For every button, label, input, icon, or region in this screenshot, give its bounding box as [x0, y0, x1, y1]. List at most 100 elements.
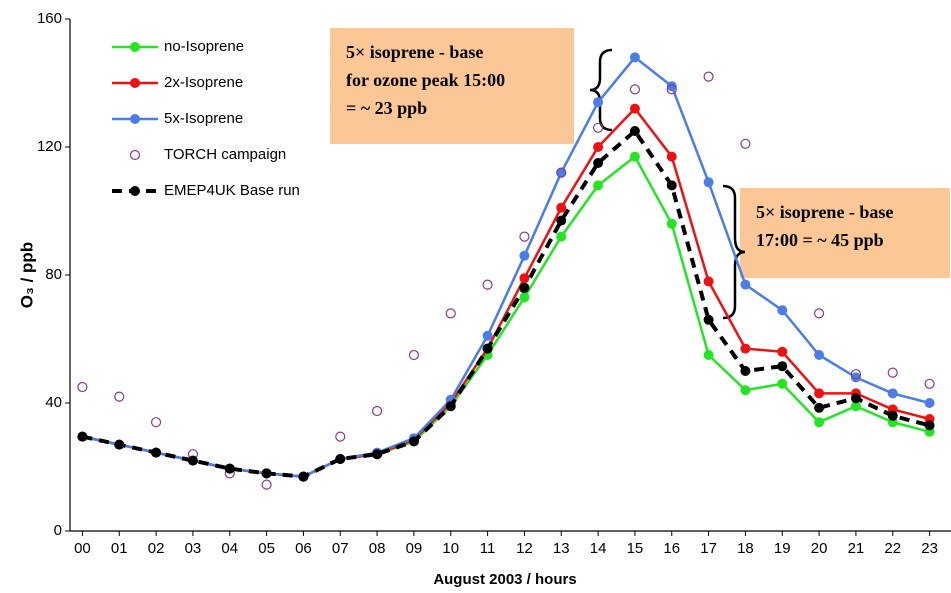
legend-label: EMEP4UK Base run — [164, 182, 300, 199]
data-point — [924, 398, 935, 408]
data-point — [814, 350, 825, 360]
annotation-box — [740, 188, 950, 278]
x-tick-label: 17 — [700, 540, 717, 557]
data-point — [740, 138, 751, 149]
legend-marker — [129, 149, 141, 161]
data-point — [887, 410, 898, 421]
x-tick-label: 08 — [369, 540, 386, 557]
y-tick-label: 120 — [37, 138, 62, 155]
legend-marker — [130, 78, 140, 88]
legend-marker — [130, 42, 140, 52]
data-point — [629, 151, 640, 162]
x-tick-label: 01 — [111, 540, 128, 557]
data-point — [703, 71, 714, 82]
data-point — [556, 215, 567, 226]
annotation-text: 17:00 = ~ 45 ppb — [756, 230, 884, 250]
data-point — [814, 388, 825, 399]
annotation-text: 5× isoprene - base — [346, 42, 483, 62]
y-axis-label: O₃ / ppb — [17, 242, 36, 308]
x-tick-label: 23 — [921, 540, 938, 557]
data-point — [629, 84, 641, 95]
data-point — [850, 372, 861, 383]
data-point — [519, 273, 530, 284]
data-point — [592, 122, 604, 133]
legend-marker — [130, 114, 140, 124]
legend-label: 5x-Isoprene — [164, 110, 243, 127]
annotation-text: = ~ 23 ppb — [346, 98, 427, 118]
x-tick-label: 20 — [811, 540, 828, 557]
data-point — [77, 431, 88, 442]
data-point — [887, 367, 898, 378]
data-point — [740, 385, 751, 396]
data-point — [519, 282, 530, 293]
legend-marker — [130, 186, 140, 196]
data-point — [151, 447, 162, 458]
legend-label: TORCH campaign — [164, 146, 286, 163]
data-point — [593, 142, 604, 152]
data-point — [814, 402, 825, 413]
legend-label: no-Isoprene — [164, 38, 244, 55]
data-point — [556, 202, 567, 213]
data-point — [593, 97, 604, 108]
annotation-text: for ozone peak 15:00 — [346, 70, 505, 90]
data-point — [150, 417, 162, 428]
x-tick-label: 07 — [332, 540, 349, 557]
data-point — [261, 479, 272, 490]
data-point — [850, 401, 861, 412]
data-point — [372, 449, 383, 460]
data-point — [335, 454, 346, 464]
x-tick-label: 05 — [258, 540, 275, 557]
data-point — [666, 218, 677, 229]
annotation-box — [330, 28, 574, 144]
data-point — [261, 468, 272, 479]
y-tick-label: 0 — [54, 522, 62, 539]
x-tick-label: 13 — [553, 540, 570, 557]
data-point — [703, 314, 714, 325]
y-tick-label: 160 — [37, 10, 62, 27]
data-point — [519, 231, 530, 242]
data-point — [777, 378, 788, 389]
data-point — [482, 279, 493, 290]
data-point — [445, 401, 456, 412]
data-point — [556, 231, 567, 242]
data-point — [445, 308, 456, 319]
data-point — [482, 343, 493, 354]
x-tick-label: 11 — [480, 540, 496, 557]
y-tick-label: 80 — [45, 266, 62, 283]
x-tick-label: 21 — [848, 540, 865, 557]
data-point — [408, 349, 420, 361]
data-point — [666, 84, 677, 95]
series-line — [81, 128, 931, 479]
x-tick-label: 12 — [516, 540, 533, 557]
brace — [722, 184, 746, 320]
x-tick-label: 03 — [185, 540, 202, 557]
brace — [589, 48, 613, 132]
data-point — [335, 431, 346, 442]
x-tick-label: 14 — [590, 540, 607, 557]
data-point — [629, 103, 640, 114]
data-point — [519, 292, 530, 303]
data-point — [740, 343, 751, 354]
data-point — [887, 388, 898, 399]
data-point — [703, 177, 714, 188]
data-point — [114, 391, 125, 402]
data-point — [556, 167, 567, 178]
annotation-text: 5× isoprene - base — [756, 202, 893, 222]
data-point — [114, 439, 125, 450]
data-point — [187, 455, 198, 466]
data-point — [77, 381, 88, 393]
data-point — [740, 366, 751, 376]
x-tick-label: 06 — [295, 540, 312, 557]
series-line — [82, 106, 930, 478]
data-point — [703, 350, 714, 360]
x-tick-label: 19 — [774, 540, 791, 557]
x-axis-label: August 2003 / hours — [433, 571, 576, 588]
data-point — [924, 378, 935, 389]
x-tick-label: 00 — [74, 540, 91, 557]
x-tick-label: 15 — [627, 540, 644, 557]
data-point — [593, 180, 604, 191]
data-point — [629, 52, 640, 63]
data-point — [629, 126, 640, 136]
x-tick-label: 09 — [406, 540, 423, 557]
